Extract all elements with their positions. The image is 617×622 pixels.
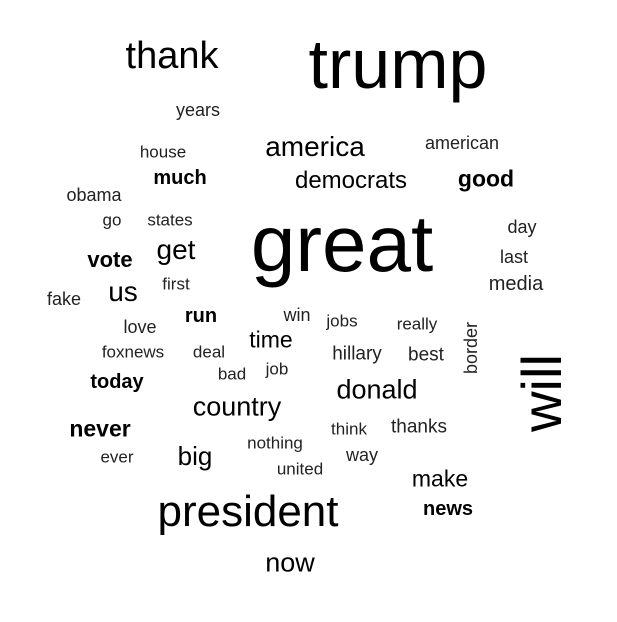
word-bad: bad: [217, 364, 247, 384]
word-news: news: [422, 498, 474, 520]
word-thank: thank: [125, 35, 219, 77]
word-nothing: nothing: [247, 433, 303, 453]
word-deal: deal: [192, 342, 226, 362]
word-media: media: [488, 273, 544, 295]
word-now: now: [265, 547, 315, 578]
word-hillary: hillary: [332, 343, 382, 365]
word-love: love: [123, 317, 157, 337]
word-jobs: jobs: [326, 311, 358, 331]
word-american: american: [424, 133, 500, 153]
word-best: best: [408, 344, 444, 366]
word-never: never: [69, 415, 131, 442]
word-big: big: [177, 441, 213, 471]
word-years: years: [175, 100, 221, 120]
word-way: way: [345, 445, 379, 465]
word-job: job: [265, 359, 289, 379]
word-fake: fake: [46, 289, 82, 309]
word-get: get: [156, 234, 196, 265]
word-foxnews: foxnews: [101, 342, 165, 362]
word-really: really: [396, 314, 438, 334]
word-ever: ever: [100, 447, 134, 467]
word-much: much: [153, 167, 207, 189]
word-think: think: [331, 419, 367, 439]
word-us: us: [108, 276, 138, 307]
word-america: america: [265, 131, 365, 162]
word-day: day: [507, 217, 537, 237]
word-border: border: [461, 321, 481, 375]
word-states: states: [147, 210, 193, 230]
word-first: first: [162, 274, 190, 294]
word-united: united: [276, 459, 324, 479]
word-vote: vote: [87, 247, 133, 272]
word-run: run: [184, 305, 218, 327]
word-thanks: thanks: [391, 416, 447, 438]
word-make: make: [411, 465, 469, 492]
word-democrats: democrats: [294, 167, 408, 194]
word-will: will: [510, 354, 573, 432]
word-last: last: [499, 247, 529, 267]
word-trump: trump: [308, 25, 488, 103]
word-donald: donald: [336, 374, 418, 405]
word-president: president: [157, 487, 339, 536]
word-go: go: [102, 210, 122, 230]
word-house: house: [139, 142, 187, 162]
word-country: country: [192, 391, 282, 422]
word-time: time: [249, 326, 293, 353]
word-obama: obama: [66, 185, 122, 205]
word-good: good: [457, 165, 515, 192]
word-great: great: [250, 199, 434, 288]
word-today: today: [90, 371, 144, 393]
word-win: win: [283, 305, 311, 325]
